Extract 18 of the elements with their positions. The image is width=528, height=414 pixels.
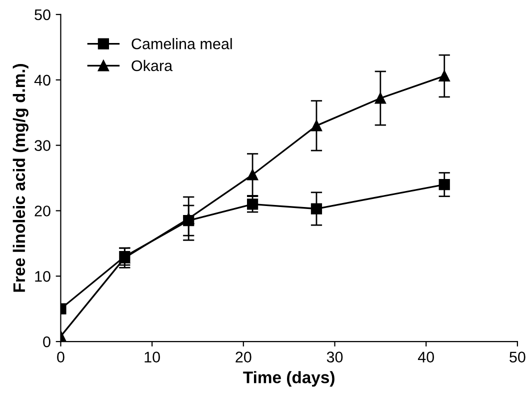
legend-label: Camelina meal <box>132 38 232 50</box>
y-tick-label: 30 <box>34 140 50 151</box>
point <box>246 198 258 210</box>
point <box>310 203 322 214</box>
y-tick-label: 50 <box>34 9 50 20</box>
x-tick-label: 50 <box>510 352 526 362</box>
legend-label: Okara <box>132 60 173 72</box>
y-axis-title: Free linoleic acid (mg/g d.m.) <box>12 64 28 292</box>
x-tick-label: 40 <box>418 352 434 362</box>
y-tick-label: 0 <box>43 336 50 348</box>
x-tick-label: 30 <box>326 352 343 362</box>
y-tick-label: 40 <box>34 74 50 86</box>
x-tick-label: 10 <box>144 352 160 362</box>
y-tick-label: 20 <box>34 206 50 216</box>
x-axis-title: Time (days) <box>243 371 334 387</box>
x-tick-label: 0 <box>57 352 64 362</box>
x-tick-label: 20 <box>236 352 252 362</box>
y-tick-label: 10 <box>35 271 50 282</box>
